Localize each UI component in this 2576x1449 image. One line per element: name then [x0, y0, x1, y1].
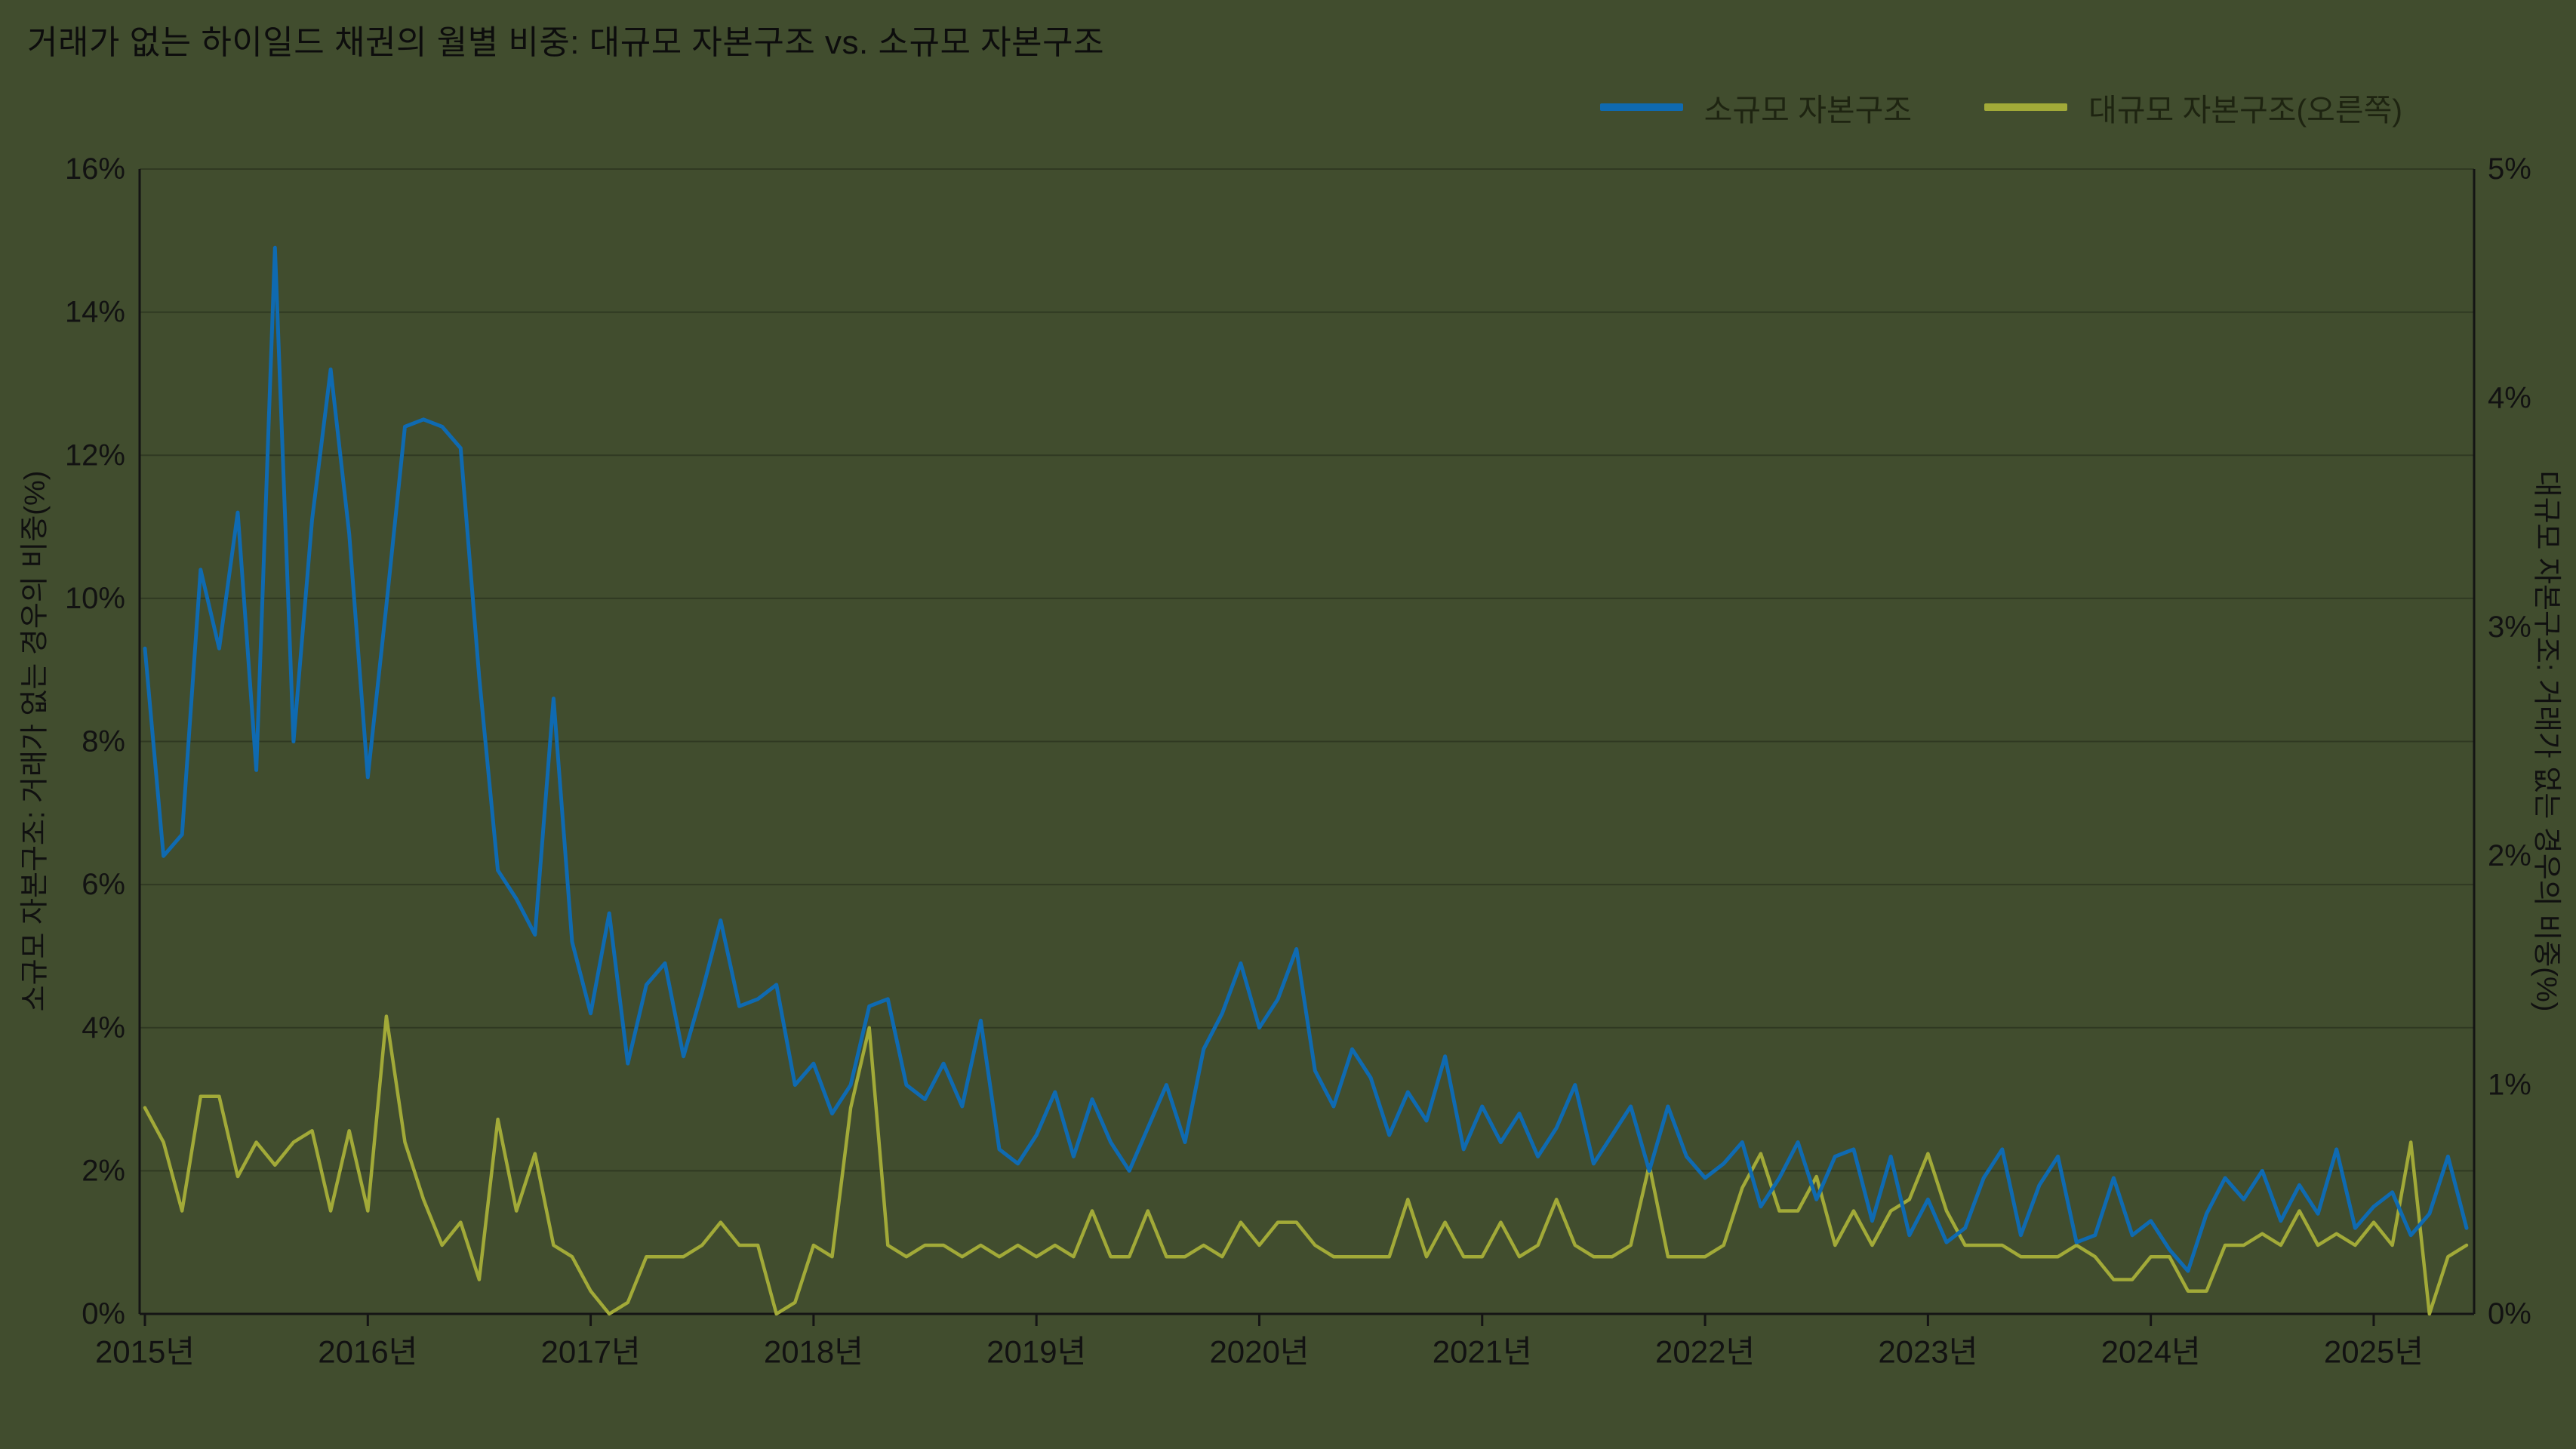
left-tick-label: 16% — [65, 152, 125, 186]
right-tick-label: 4% — [2488, 381, 2531, 414]
legend-item-large-cap: 대규모 자본구조(오른쪽) — [1984, 85, 2402, 130]
x-tick-label: 2023년 — [1878, 1334, 1977, 1369]
legend-swatch-small-cap-icon — [1599, 103, 1683, 111]
x-tick-label: 2020년 — [1209, 1334, 1309, 1369]
x-tick-label: 2022년 — [1655, 1334, 1755, 1369]
x-tick-label: 2019년 — [986, 1334, 1086, 1369]
legend: 소규모 자본구조 대규모 자본구조(오른쪽) — [1599, 85, 2402, 130]
left-tick-label: 0% — [82, 1297, 125, 1331]
x-tick-label: 2021년 — [1433, 1334, 1532, 1369]
series-line-small-cap — [143, 245, 2469, 1273]
legend-swatch-large-cap-icon — [1984, 103, 2068, 111]
left-tick-label: 12% — [65, 438, 125, 472]
legend-label-small-cap: 소규모 자본구조 — [1703, 93, 1913, 128]
right-tick-label: 3% — [2488, 611, 2531, 644]
right-tick-label: 0% — [2488, 1297, 2531, 1331]
x-tick-label: 2018년 — [764, 1334, 863, 1369]
left-tick-label: 10% — [65, 582, 125, 615]
left-tick-label: 6% — [82, 868, 125, 901]
right-tick-label: 2% — [2488, 839, 2531, 872]
left-tick-label: 2% — [82, 1154, 125, 1187]
chart-title: 거래가 없는 하이일드 채권의 월별 비중: 대규모 자본구조 vs. 소규모 … — [27, 24, 1105, 61]
left-tick-label: 14% — [65, 296, 125, 329]
x-tick-label: 2016년 — [318, 1334, 417, 1369]
x-tick-label: 2025년 — [2324, 1334, 2424, 1369]
right-tick-label: 5% — [2488, 152, 2531, 186]
left-tick-label: 4% — [82, 1011, 125, 1044]
left-tick-label: 8% — [82, 725, 125, 758]
x-tick-label: 2024년 — [2101, 1334, 2201, 1369]
legend-label-large-cap: 대규모 자본구조(오른쪽) — [2088, 93, 2402, 128]
x-tick-label: 2015년 — [95, 1334, 195, 1369]
x-tick-label: 2017년 — [541, 1334, 641, 1369]
right-tick-label: 1% — [2488, 1069, 2531, 1102]
legend-item-small-cap: 소규모 자본구조 — [1599, 85, 1913, 130]
series-line-large-cap — [143, 1014, 2469, 1316]
